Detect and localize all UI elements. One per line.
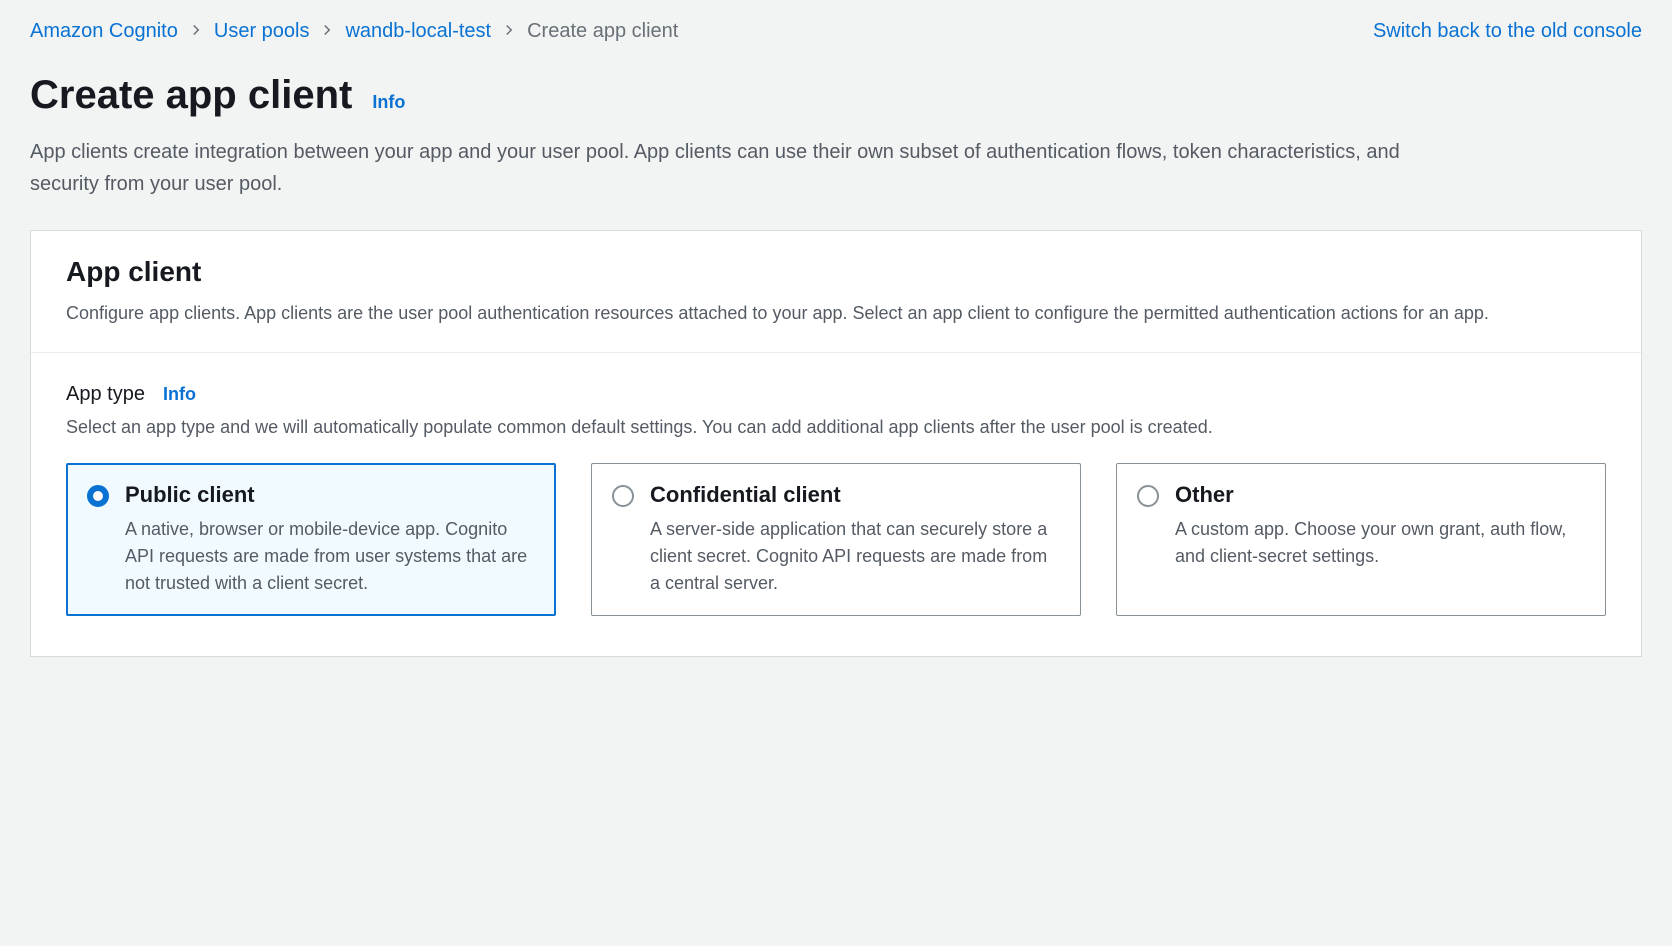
radio-card-public-client[interactable]: Public client A native, browser or mobil… xyxy=(66,463,556,616)
switch-console-link[interactable]: Switch back to the old console xyxy=(1373,20,1642,43)
chevron-right-icon xyxy=(321,23,333,41)
radio-indicator xyxy=(612,485,634,507)
radio-content: Confidential client A server-side applic… xyxy=(650,482,1060,597)
panel-body: App type Info Select an app type and we … xyxy=(31,353,1641,656)
info-link-header[interactable]: Info xyxy=(372,92,405,113)
radio-description: A custom app. Choose your own grant, aut… xyxy=(1175,516,1585,570)
radio-card-other[interactable]: Other A custom app. Choose your own gran… xyxy=(1116,463,1606,616)
breadcrumb: Amazon Cognito User pools wandb-local-te… xyxy=(30,20,678,43)
breadcrumb-current: Create app client xyxy=(527,20,678,43)
breadcrumb-item-pool-name[interactable]: wandb-local-test xyxy=(345,20,491,43)
breadcrumb-item-user-pools[interactable]: User pools xyxy=(214,20,310,43)
panel-description: Configure app clients. App clients are t… xyxy=(66,300,1606,327)
radio-title: Public client xyxy=(125,482,535,508)
radio-indicator xyxy=(1137,485,1159,507)
radio-content: Public client A native, browser or mobil… xyxy=(125,482,535,597)
radio-title: Confidential client xyxy=(650,482,1060,508)
radio-indicator xyxy=(87,485,109,507)
chevron-right-icon xyxy=(503,23,515,41)
app-type-radio-group: Public client A native, browser or mobil… xyxy=(66,463,1606,616)
radio-description: A server-side application that can secur… xyxy=(650,516,1060,597)
page-description: App clients create integration between y… xyxy=(30,136,1410,200)
panel-title: App client xyxy=(66,256,1606,288)
page-header: Create app client Info App clients creat… xyxy=(30,73,1642,200)
panel-header: App client Configure app clients. App cl… xyxy=(31,231,1641,353)
info-link-app-type[interactable]: Info xyxy=(163,384,196,405)
app-type-description: Select an app type and we will automatic… xyxy=(66,414,1606,441)
radio-title: Other xyxy=(1175,482,1585,508)
page-title: Create app client xyxy=(30,73,352,118)
radio-description: A native, browser or mobile-device app. … xyxy=(125,516,535,597)
app-client-panel: App client Configure app clients. App cl… xyxy=(30,230,1642,657)
app-type-label: App type xyxy=(66,383,145,406)
chevron-right-icon xyxy=(190,23,202,41)
radio-content: Other A custom app. Choose your own gran… xyxy=(1175,482,1585,597)
radio-card-confidential-client[interactable]: Confidential client A server-side applic… xyxy=(591,463,1081,616)
breadcrumb-item-cognito[interactable]: Amazon Cognito xyxy=(30,20,178,43)
top-row: Amazon Cognito User pools wandb-local-te… xyxy=(30,20,1642,43)
